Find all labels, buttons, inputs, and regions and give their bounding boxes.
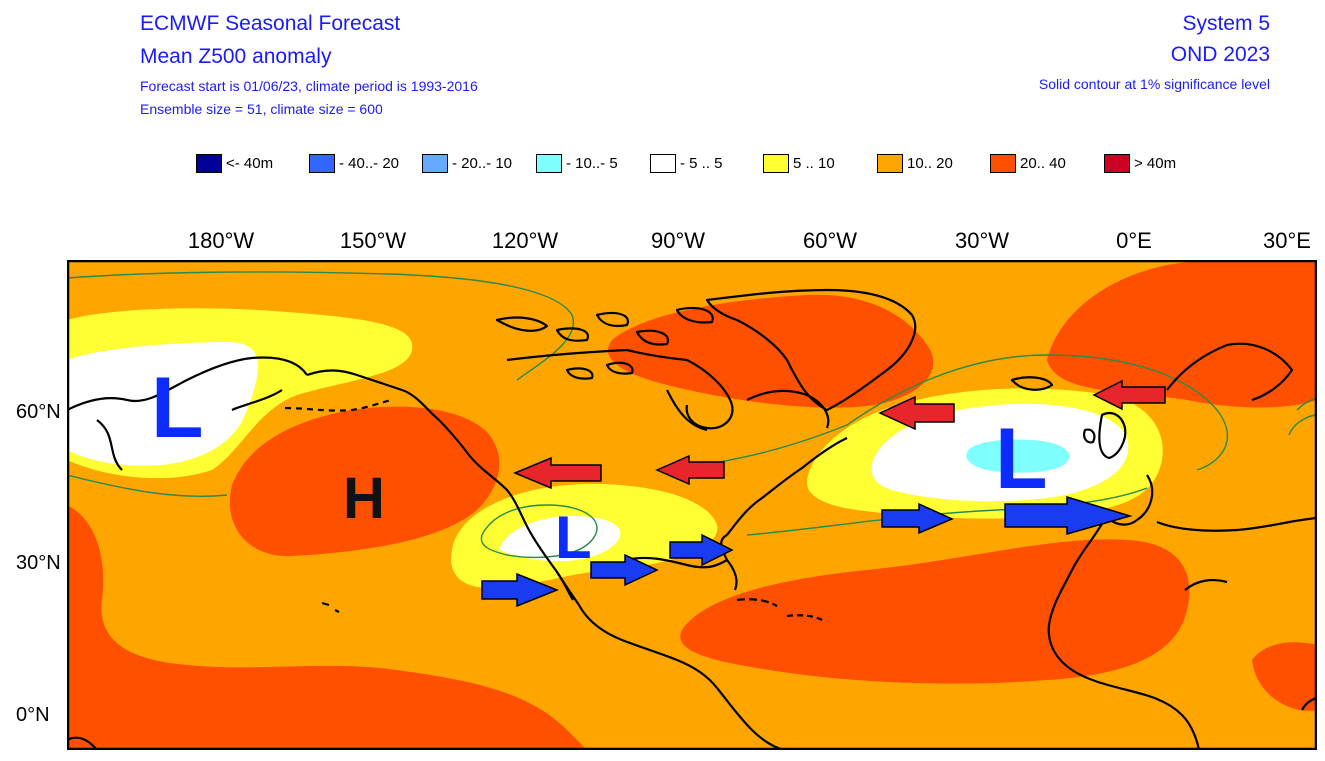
anomaly-region-negative-5-10 [966, 439, 1070, 473]
ensemble-info-line: Ensemble size = 51, climate size = 600 [140, 101, 383, 117]
legend-label: <- 40m [226, 155, 274, 172]
blue-arrow-icon [481, 572, 560, 608]
legend-label: 5 .. 10 [793, 155, 835, 172]
low-pressure-label: L [995, 411, 1048, 507]
anomaly-region-neutral-southwest-us [499, 515, 621, 562]
legend-swatch [877, 154, 903, 173]
anomaly-region-20-40-west-pacific [67, 505, 587, 750]
legend-swatch [422, 154, 448, 173]
legend-swatch [763, 154, 789, 173]
lat-label: 0°N [16, 704, 50, 726]
map-title: ECMWF Seasonal Forecast [140, 12, 401, 35]
blue-arrow-icon [1004, 495, 1133, 535]
map-subtitle: Mean Z500 anomaly [140, 45, 332, 68]
lon-label: 30°E [1263, 228, 1311, 253]
color-legend: <- 40m - 40..- 20 - 20..- 10 - 10..- 5 -… [0, 150, 1325, 180]
forecast-info-line: Forecast start is 01/06/23, climate peri… [140, 78, 478, 94]
legend-label: > 40m [1134, 155, 1177, 172]
legend-label: - 40..- 20 [339, 155, 400, 172]
low-pressure-label: L [151, 360, 204, 456]
lat-label: 60°N [16, 401, 61, 423]
anomaly-region-20-40-east-africa [1252, 642, 1317, 711]
red-arrow-icon [1092, 379, 1166, 411]
anomaly-region-20-40-atlantic [680, 539, 1190, 684]
legend-swatch [1104, 154, 1130, 173]
high-pressure-label: H [343, 466, 385, 531]
blue-arrows [481, 495, 1133, 608]
blue-arrow-icon [669, 533, 734, 567]
anomaly-region-20-40-scandinavia [1047, 260, 1317, 408]
z500-anomaly-map: L H L L [67, 260, 1317, 750]
lon-label: 60°W [802, 228, 858, 253]
legend-swatch [536, 154, 562, 173]
blue-arrow-icon [590, 553, 659, 587]
lon-label: 120°W [491, 228, 559, 253]
anomaly-region-20-40-greenland [608, 294, 934, 408]
period-label: OND 2023 [1170, 43, 1270, 66]
lon-label: 150°W [339, 228, 407, 253]
red-arrow-icon [513, 456, 602, 490]
lon-label: 0°E [1116, 228, 1152, 253]
red-arrow-icon [878, 395, 955, 431]
legend-swatch [650, 154, 676, 173]
blue-arrow-icon [881, 502, 954, 535]
anomaly-region-neutral-alaska [67, 342, 259, 466]
coastlines [67, 288, 1317, 750]
lon-label: 90°W [650, 228, 706, 253]
legend-swatch [309, 154, 335, 173]
significance-note: Solid contour at 1% significance level [1038, 76, 1270, 92]
legend-swatch [990, 154, 1016, 173]
legend-label: 20.. 40 [1020, 155, 1066, 172]
red-arrows [513, 379, 1166, 490]
lon-label: 180°W [187, 228, 255, 253]
legend-swatch [196, 154, 222, 173]
lon-label: 30°W [954, 228, 1010, 253]
map-frame [67, 260, 1317, 750]
anomaly-region-20-40-pacific [229, 406, 500, 557]
legend-label: - 10..- 5 [566, 155, 618, 172]
legend-label: - 5 .. 5 [680, 155, 723, 172]
legend-label: 10.. 20 [907, 155, 953, 172]
lat-label: 30°N [16, 552, 61, 574]
legend-label: - 20..- 10 [452, 155, 513, 172]
low-pressure-label: L [555, 504, 592, 571]
system-label: System 5 [1182, 12, 1270, 35]
red-arrow-icon [655, 454, 725, 486]
